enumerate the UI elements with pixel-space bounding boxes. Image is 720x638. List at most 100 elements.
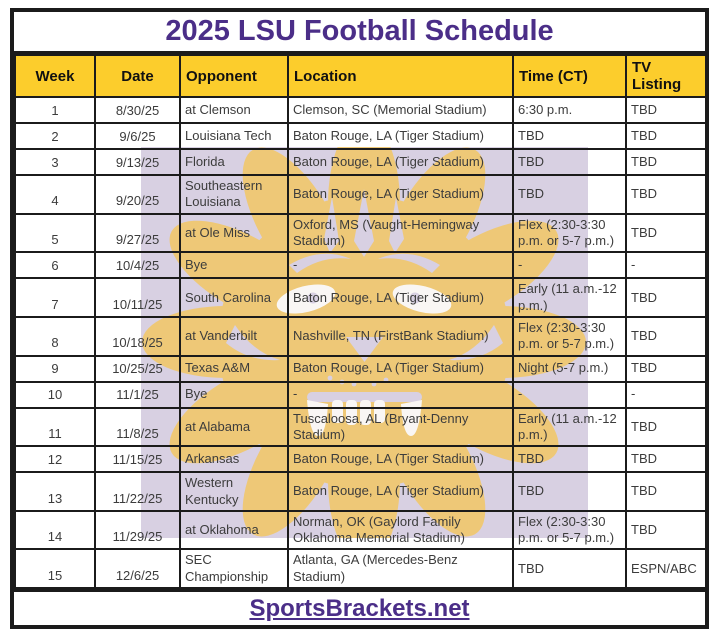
schedule-body: 1 8/30/25 at Clemson Clemson, SC (Memorial …	[14, 95, 707, 589]
location-cell: Tuscaloosa, AL (Bryant-Denny Stadium)	[287, 406, 514, 448]
location-cell: Norman, OK (Gaylord Family Oklahoma Memo…	[287, 509, 514, 551]
tv-cell: TBD	[625, 277, 707, 318]
week-cell: 12	[14, 445, 96, 474]
tv-cell: TBD	[625, 212, 707, 254]
time-cell: TBD	[512, 148, 627, 177]
location-cell: Baton Rouge, LA (Tiger Stadium)	[287, 277, 514, 318]
schedule-row-week-3: 3 9/13/25 Florida Baton Rouge, LA (Tiger St…	[14, 148, 707, 177]
time-cell: Early (11 a.m.-12 p.m.)	[512, 277, 627, 318]
location-cell: Baton Rouge, LA (Tiger Stadium)	[287, 445, 514, 474]
date-cell: 11/22/25	[94, 471, 181, 512]
schedule-row-week-6: 6 10/4/25 Bye - - -	[14, 251, 707, 280]
date-cell: 9/27/25	[94, 212, 181, 254]
schedule-row-week-4: 4 9/20/25 Southeastern Louisiana Baton Roug…	[14, 174, 707, 215]
schedule-row-week-10: 10 11/1/25 Bye - - -	[14, 380, 707, 409]
date-cell: 9/13/25	[94, 148, 181, 177]
schedule-row-week-14: 14 11/29/25 at Oklahoma Norman, OK (Gaylord…	[14, 509, 707, 551]
schedule-row-week-9: 9 10/25/25 Texas A&M Baton Rouge, LA (Tiger…	[14, 354, 707, 383]
time-cell: TBD	[512, 122, 627, 151]
col-header-tv: TV Listing	[625, 54, 707, 98]
week-cell: 3	[14, 148, 96, 177]
week-cell: 8	[14, 315, 96, 357]
date-cell: 10/18/25	[94, 315, 181, 357]
schedule-row-week-13: 13 11/22/25 Western Kentucky Baton Rouge, L…	[14, 471, 707, 512]
schedule-row-week-2: 2 9/6/25 Louisiana Tech Baton Rouge, LA (Ti…	[14, 122, 707, 151]
opponent-cell: Bye	[179, 251, 289, 280]
tv-cell: TBD	[625, 174, 707, 215]
opponent-cell: Bye	[179, 380, 289, 409]
location-cell: Baton Rouge, LA (Tiger Stadium)	[287, 471, 514, 512]
opponent-cell: at Clemson	[179, 95, 289, 125]
week-cell: 7	[14, 277, 96, 318]
schedule-row-week-8: 8 10/18/25 at Vanderbilt Nashville, TN (Fir…	[14, 315, 707, 357]
tv-cell: -	[625, 380, 707, 409]
tv-cell: ESPN/ABC	[625, 548, 707, 589]
tv-cell: TBD	[625, 95, 707, 125]
opponent-cell: SEC Championship	[179, 548, 289, 589]
schedule-row-week-15: 15 12/6/25 SEC Championship Atlanta, GA (Me…	[14, 548, 707, 589]
opponent-cell: Southeastern Louisiana	[179, 174, 289, 215]
opponent-cell: Texas A&M	[179, 354, 289, 383]
time-cell: Night (5-7 p.m.)	[512, 354, 627, 383]
date-cell: 11/15/25	[94, 445, 181, 474]
schedule-frame: 2025 LSU Football Schedule Week Date Opp…	[10, 8, 709, 629]
location-cell: Baton Rouge, LA (Tiger Stadium)	[287, 122, 514, 151]
opponent-cell: Western Kentucky	[179, 471, 289, 512]
time-cell: Early (11 a.m.-12 p.m.)	[512, 406, 627, 448]
page-title: 2025 LSU Football Schedule	[14, 12, 705, 54]
week-cell: 2	[14, 122, 96, 151]
date-cell: 9/20/25	[94, 174, 181, 215]
week-cell: 5	[14, 212, 96, 254]
opponent-cell: at Vanderbilt	[179, 315, 289, 357]
tv-cell: TBD	[625, 315, 707, 357]
col-header-time: Time (CT)	[512, 54, 627, 98]
tv-cell: TBD	[625, 406, 707, 448]
schedule-row-week-12: 12 11/15/25 Arkansas Baton Rouge, LA (Tiger…	[14, 445, 707, 474]
location-cell: Baton Rouge, LA (Tiger Stadium)	[287, 174, 514, 215]
date-cell: 12/6/25	[94, 548, 181, 589]
week-cell: 4	[14, 174, 96, 215]
opponent-cell: at Ole Miss	[179, 212, 289, 254]
date-cell: 9/6/25	[94, 122, 181, 151]
week-cell: 10	[14, 380, 96, 409]
time-cell: Flex (2:30-3:30 p.m. or 5-7 p.m.)	[512, 212, 627, 254]
time-cell: Flex (2:30-3:30 p.m. or 5-7 p.m.)	[512, 315, 627, 357]
opponent-cell: at Alabama	[179, 406, 289, 448]
date-cell: 8/30/25	[94, 95, 181, 125]
week-cell: 13	[14, 471, 96, 512]
date-cell: 11/29/25	[94, 509, 181, 551]
week-cell: 1	[14, 95, 96, 125]
location-cell: Nashville, TN (FirstBank Stadium)	[287, 315, 514, 357]
opponent-cell: Florida	[179, 148, 289, 177]
time-cell: 6:30 p.m.	[512, 95, 627, 125]
tv-cell: -	[625, 251, 707, 280]
location-cell: Clemson, SC (Memorial Stadium)	[287, 95, 514, 125]
schedule-row-week-11: 11 11/8/25 at Alabama Tuscaloosa, AL (Bryan…	[14, 406, 707, 448]
tv-cell: TBD	[625, 471, 707, 512]
col-header-date: Date	[94, 54, 181, 98]
tv-cell: TBD	[625, 509, 707, 551]
week-cell: 6	[14, 251, 96, 280]
time-cell: -	[512, 251, 627, 280]
opponent-cell: South Carolina	[179, 277, 289, 318]
week-cell: 14	[14, 509, 96, 551]
opponent-cell: Louisiana Tech	[179, 122, 289, 151]
date-cell: 11/1/25	[94, 380, 181, 409]
footer-bar: SportsBrackets.net	[14, 589, 705, 625]
location-cell: Baton Rouge, LA (Tiger Stadium)	[287, 148, 514, 177]
week-cell: 11	[14, 406, 96, 448]
location-cell: -	[287, 380, 514, 409]
date-cell: 10/4/25	[94, 251, 181, 280]
col-header-location: Location	[287, 54, 514, 98]
location-cell: Oxford, MS (Vaught-Hemingway Stadium)	[287, 212, 514, 254]
date-cell: 11/8/25	[94, 406, 181, 448]
opponent-cell: Arkansas	[179, 445, 289, 474]
schedule-row-week-5: 5 9/27/25 at Ole Miss Oxford, MS (Vaught-He…	[14, 212, 707, 254]
time-cell: TBD	[512, 548, 627, 589]
location-cell: Atlanta, GA (Mercedes-Benz Stadium)	[287, 548, 514, 589]
tv-cell: TBD	[625, 445, 707, 474]
schedule-row-week-1: 1 8/30/25 at Clemson Clemson, SC (Memorial …	[14, 95, 707, 125]
opponent-cell: at Oklahoma	[179, 509, 289, 551]
sportsbrackets-link[interactable]: SportsBrackets.net	[249, 594, 470, 622]
